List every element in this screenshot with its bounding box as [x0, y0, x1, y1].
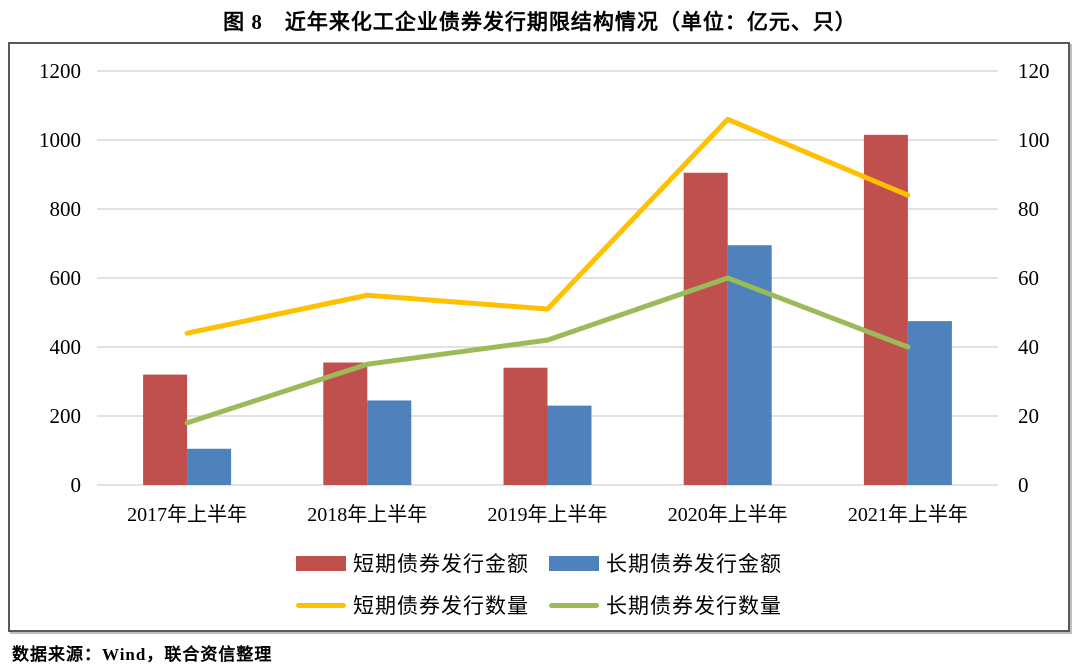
bar-long-term-amount [367, 400, 412, 485]
legend-label-long-count: 长期债券发行数量 [606, 594, 782, 618]
legend-label-long-amount: 长期债券发行金额 [606, 552, 782, 576]
legend-swatch-short-amount-bar [296, 555, 346, 571]
y-axis-tick-left: 600 [50, 266, 82, 290]
x-axis-label: 2019年上半年 [488, 503, 608, 526]
x-axis-label: 2017年上半年 [127, 503, 247, 526]
chart-legend: 短期债券发行金额 长期债券发行金额 短期债券发行数量 长期债券发行数量 [10, 536, 1068, 620]
bar-short-term-amount [143, 374, 188, 485]
bar-long-term-amount [187, 448, 232, 485]
chart-box: 0 200 400 600 800 1000 1200 0 20 40 60 80 100 120 2017… [8, 42, 1070, 632]
chart-canvas: 0 200 400 600 800 1000 1200 0 20 40 60 80 100 120 2017… [39, 59, 1050, 526]
line-long-term-count [184, 275, 911, 426]
x-axis-label: 2018年上半年 [307, 503, 427, 526]
x-axis-label: 2021年上半年 [848, 503, 968, 526]
y-axis-tick-right: 100 [1018, 128, 1050, 152]
legend-item-short-amount: 短期债券发行金额 [296, 548, 529, 578]
y-axis-tick-left: 200 [50, 404, 82, 428]
y-axis-tick-left: 1000 [39, 128, 81, 152]
bar-short-term-amount [503, 367, 548, 485]
bar-long-term-amount [907, 321, 952, 485]
bar-long-term-amount [547, 405, 592, 485]
bar-short-term-amount [323, 362, 368, 485]
y-axis-tick-right: 20 [1018, 404, 1039, 428]
y-axis-tick-left: 1200 [39, 59, 81, 83]
y-axis-tick-right: 60 [1018, 266, 1039, 290]
y-axis-tick-right: 120 [1018, 59, 1050, 83]
legend-label-short-count: 短期债券发行数量 [353, 594, 529, 618]
legend-label-short-amount: 短期债券发行金额 [353, 552, 529, 576]
bar-short-term-amount [683, 172, 728, 485]
figure-title: 图 8 近年来化工企业债券发行期限结构情况（单位：亿元、只） [223, 10, 857, 34]
line-short-term-count [184, 116, 911, 336]
y-axis-tick-left: 0 [71, 473, 82, 497]
legend-swatch-short-count-line [296, 602, 346, 608]
x-axis-label: 2020年上半年 [668, 503, 788, 526]
legend-item-long-amount: 长期债券发行金额 [549, 548, 782, 578]
y-axis-tick-right: 0 [1018, 473, 1029, 497]
legend-row-bars: 短期债券发行金额 长期债券发行金额 [296, 548, 782, 578]
legend-row-lines: 短期债券发行数量 长期债券发行数量 [296, 590, 782, 620]
legend-swatch-long-amount-bar [549, 555, 599, 571]
y-axis-tick-right: 80 [1018, 197, 1039, 221]
legend-item-short-count: 短期债券发行数量 [296, 590, 529, 620]
data-source: 数据来源：Wind，联合资信整理 [12, 645, 273, 664]
legend-swatch-long-count-line [549, 602, 599, 608]
y-axis-tick-left: 400 [50, 335, 82, 359]
y-axis-tick-left: 800 [50, 197, 82, 221]
legend-item-long-count: 长期债券发行数量 [549, 590, 782, 620]
y-axis-tick-right: 40 [1018, 335, 1039, 359]
